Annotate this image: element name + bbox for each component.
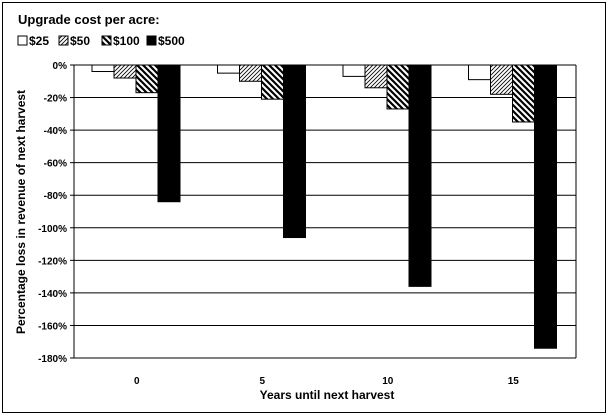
bar-500-5: [283, 64, 306, 239]
x-tick-label: 0: [134, 376, 140, 387]
bar-500-10: [408, 64, 432, 287]
y-axis-label: Percentage loss in revenue of next harve…: [14, 90, 28, 334]
y-tick-label: -120%: [38, 256, 67, 267]
y-axis-ticks: 0% -20% -40% -60% -80% -100% -120% -140% -160% -1…: [38, 61, 74, 365]
y-tick-label: -80%: [44, 191, 67, 202]
y-tick-label: 0%: [53, 61, 68, 72]
x-tick-label: 5: [259, 376, 265, 387]
bar-25-5: [217, 64, 240, 74]
legend: $25 $50 $100 $500: [17, 34, 185, 48]
bar-chart: Upgrade cost per acre: $25 $50 $100 $500 0%…: [14, 12, 577, 402]
bar-100-0: [135, 64, 159, 94]
y-tick-label: -60%: [44, 159, 67, 170]
legend-label-50: $50: [70, 34, 90, 48]
legend-swatch-25: [17, 35, 28, 46]
legend-label-500: $500: [158, 34, 185, 48]
bar-50-15: [490, 64, 513, 95]
bar-50-0: [113, 64, 137, 79]
y-tick-label: -140%: [38, 289, 67, 300]
y-tick-label: -100%: [38, 224, 67, 235]
x-tick-label: 10: [382, 376, 394, 387]
chart-frame: Upgrade cost per acre: $25 $50 $100 $500 0%…: [2, 2, 606, 413]
bar-500-15: [534, 64, 557, 349]
bars: [91, 64, 557, 349]
legend-label-100: $100: [113, 34, 140, 48]
bar-25-0: [91, 64, 115, 73]
bar-25-15: [468, 64, 491, 81]
bar-100-15: [512, 64, 535, 123]
y-tick-label: -160%: [38, 321, 67, 332]
y-tick-label: -180%: [38, 354, 67, 365]
bar-50-10: [364, 64, 388, 89]
legend-swatch-100: [101, 35, 112, 46]
legend-swatch-50: [58, 35, 69, 46]
bar-500-0: [157, 64, 181, 203]
bar-100-5: [261, 64, 284, 100]
bar-25-10: [342, 64, 366, 77]
gridlines: [73, 64, 577, 359]
x-axis-label: Years until next harvest: [260, 388, 395, 402]
bar-50-5: [239, 64, 262, 82]
legend-title: Upgrade cost per acre:: [18, 12, 160, 27]
bar-100-10: [386, 64, 410, 110]
legend-label-25: $25: [29, 34, 49, 48]
legend-swatch-500: [146, 35, 157, 46]
y-tick-label: -20%: [44, 94, 67, 105]
y-tick-label: -40%: [44, 126, 67, 137]
x-axis-ticks: 0 5 10 15: [134, 376, 519, 387]
x-tick-label: 15: [508, 376, 520, 387]
